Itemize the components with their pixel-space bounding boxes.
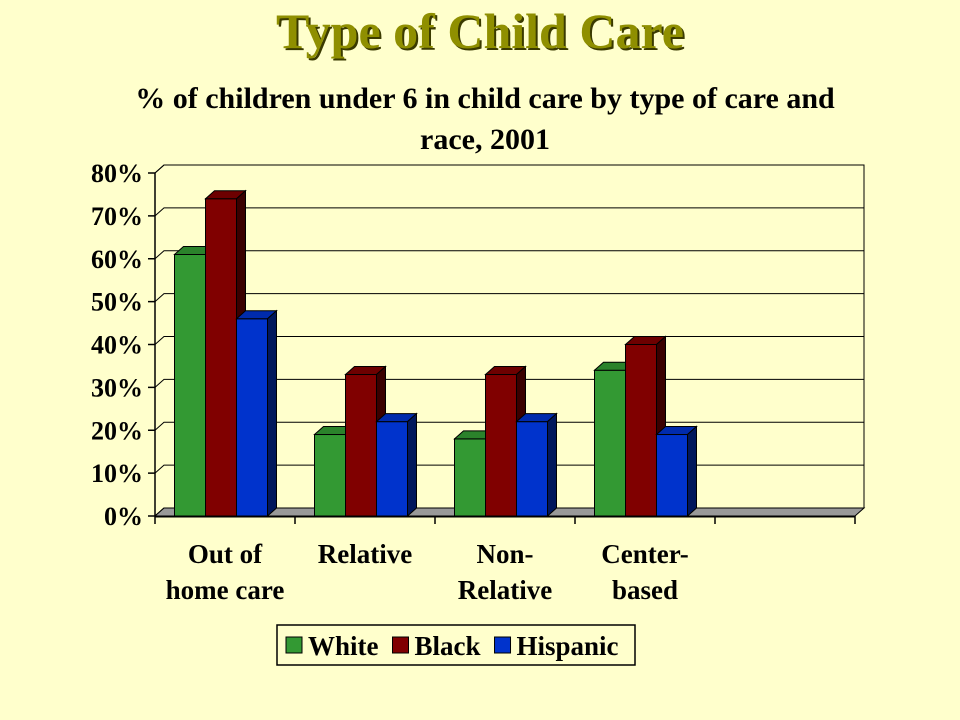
bar (204, 189, 247, 518)
y-tick-label: 0% (104, 502, 143, 531)
x-tick-label: Non- (476, 539, 533, 569)
bar-front (174, 253, 206, 517)
gridline (154, 250, 864, 260)
bar (235, 309, 278, 518)
bar-front (345, 374, 377, 517)
y-tick-label: 10% (91, 459, 143, 488)
legend-label: White (308, 631, 379, 661)
bar-front (516, 421, 548, 517)
y-tick-label: 60% (91, 245, 143, 274)
y-tick-label: 70% (91, 202, 143, 231)
bar-side (267, 309, 277, 518)
legend-swatch (494, 636, 512, 654)
bar-front (656, 434, 688, 517)
bar (515, 412, 558, 518)
bar-front (376, 421, 408, 517)
legend-label: Black (415, 631, 481, 661)
bar-front (236, 318, 268, 517)
bar-side (407, 412, 417, 518)
bars (173, 189, 698, 518)
legend-item: Hispanic (494, 631, 619, 661)
legend-swatch (392, 636, 409, 654)
legend-swatch (285, 636, 303, 654)
bar-front (454, 438, 486, 517)
bar-front (625, 344, 657, 517)
gridline (154, 336, 864, 345)
y-tick-label: 20% (91, 416, 143, 445)
bar-front (594, 369, 626, 517)
bar (375, 412, 418, 518)
legend: White Black Hispanic (276, 624, 636, 666)
x-tick-label: Center- (601, 539, 688, 569)
x-tick-label: Relative (458, 575, 552, 605)
slide-title: Type of Child Care (276, 3, 684, 59)
bar-side (547, 412, 557, 518)
y-tick-label: 30% (91, 373, 143, 402)
chart-title: % of children under 6 in child care by t… (135, 82, 835, 156)
x-tick-label: Out of (188, 539, 263, 569)
gridline (154, 164, 864, 174)
legend-item: White (285, 631, 379, 661)
legend-box (276, 624, 636, 666)
x-tick-label: based (612, 575, 678, 605)
gridline (154, 293, 864, 302)
bar (655, 425, 698, 518)
legend-item: Black (392, 631, 481, 661)
bar-side (687, 425, 697, 518)
bar-front (314, 434, 346, 517)
y-axis: 0% 10% 20% 30% 40% 50% 60% 70% 80% (91, 159, 156, 531)
legend-label: Hispanic (517, 631, 619, 661)
gridline (154, 207, 864, 217)
x-tick-label: Relative (318, 539, 412, 569)
bar (344, 365, 387, 518)
y-tick-label: 40% (91, 331, 143, 360)
x-axis: Out of home care Relative Non- Relative Cente… (154, 516, 856, 605)
bar-front (485, 374, 517, 517)
bar-front (205, 198, 237, 517)
y-tick-label: 50% (91, 288, 143, 317)
floor-edge (155, 516, 855, 518)
y-tick-label: 80% (91, 159, 143, 188)
x-tick-label: home care (166, 575, 285, 605)
